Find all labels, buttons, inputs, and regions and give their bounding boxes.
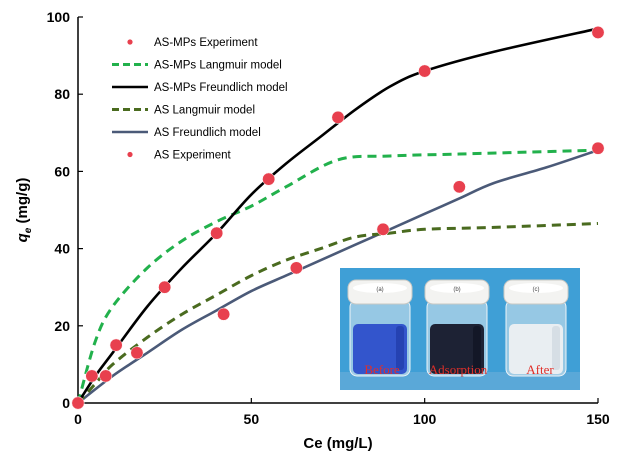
as-experiment-point (217, 307, 231, 321)
as-experiment-point (376, 222, 390, 236)
as-experiment-point (130, 346, 144, 360)
as-freundlich-model-line (77, 148, 599, 405)
legend-label-as-mps-experiment: AS-MPs Experiment (154, 37, 258, 49)
inset-photo: (a) (b) (c) Before Adsorption After (340, 268, 580, 390)
legend-marker-as-experiment (127, 151, 133, 158)
as-mps-experiment-point (418, 64, 432, 78)
y-tick-label: 20 (54, 318, 70, 334)
as-experiment-point (591, 141, 605, 155)
as-langmuir-model-line (76, 222, 599, 405)
as-mps-experiment-point (158, 280, 172, 294)
x-tick-label: 150 (586, 411, 610, 427)
photo-label: After (526, 362, 554, 377)
photo-label: Before (364, 362, 400, 377)
y-axis-title-sub: e (23, 227, 34, 233)
vial-liquid (509, 324, 563, 374)
as-mps-experiment-point (109, 338, 123, 352)
as-mps-experiment-point (262, 172, 276, 186)
legend-label-as-freundlich-model: AS Freundlich model (154, 127, 261, 139)
legend-marker-as-mps-experiment (127, 39, 133, 45)
vial-tag: (a) (376, 287, 383, 293)
y-tick-label: 60 (54, 163, 70, 179)
as-mps-experiment-point (85, 369, 99, 383)
y-tick-label: 80 (54, 86, 70, 102)
vial-shadow (473, 326, 481, 370)
x-axis-title: Ce (mg/L) (303, 435, 372, 452)
as-experiment-point (99, 369, 113, 383)
y-tick-label: 0 (62, 395, 70, 411)
axes: 0 50 100 150 0 20 40 60 80 100 (47, 9, 610, 427)
vial-cap-top (509, 283, 563, 293)
legend-label-as-experiment: AS Experiment (154, 150, 232, 162)
vial-shadow (552, 326, 560, 370)
as-mps-experiment-point (331, 110, 345, 124)
vial-shadow (396, 326, 404, 370)
x-tick-label: 100 (413, 411, 437, 427)
series-layer (71, 25, 605, 410)
legend-label-as-mps-langmuir-model: AS-MPs Langmuir model (154, 60, 282, 72)
y-tick-label: 100 (47, 9, 71, 25)
legend-label-as-mps-freundlich-model: AS-MPs Freundlich model (154, 82, 288, 94)
legend-label-as-langmuir-model: AS Langmuir model (154, 105, 255, 117)
y-axis-title-rest: (mg/g) (14, 178, 31, 228)
x-tick-label: 50 (244, 411, 260, 427)
vial-liquid (353, 324, 407, 374)
vial-liquid (430, 324, 484, 374)
x-tick-label: 0 (74, 411, 82, 427)
as-experiment-point (289, 261, 303, 275)
photo-label: Adsorption (429, 362, 488, 377)
as-experiment-point (452, 180, 466, 194)
y-axis-title: qe (mg/g) (14, 178, 34, 243)
as-mps-langmuir-model-line (76, 148, 599, 404)
as-mps-experiment-point (71, 396, 85, 410)
vial-cap-top (430, 283, 484, 293)
y-tick-label: 40 (54, 241, 70, 257)
vial-tag: (c) (533, 287, 540, 293)
as-mps-experiment-point (591, 25, 605, 39)
legend: AS-MPs Experiment AS-MPs Langmuir model AS… (112, 37, 288, 162)
vial-cap-top (353, 283, 407, 293)
as-mps-experiment-point (210, 226, 224, 240)
y-axis-title-main: q (14, 233, 31, 242)
vial-tag: (b) (453, 287, 460, 293)
